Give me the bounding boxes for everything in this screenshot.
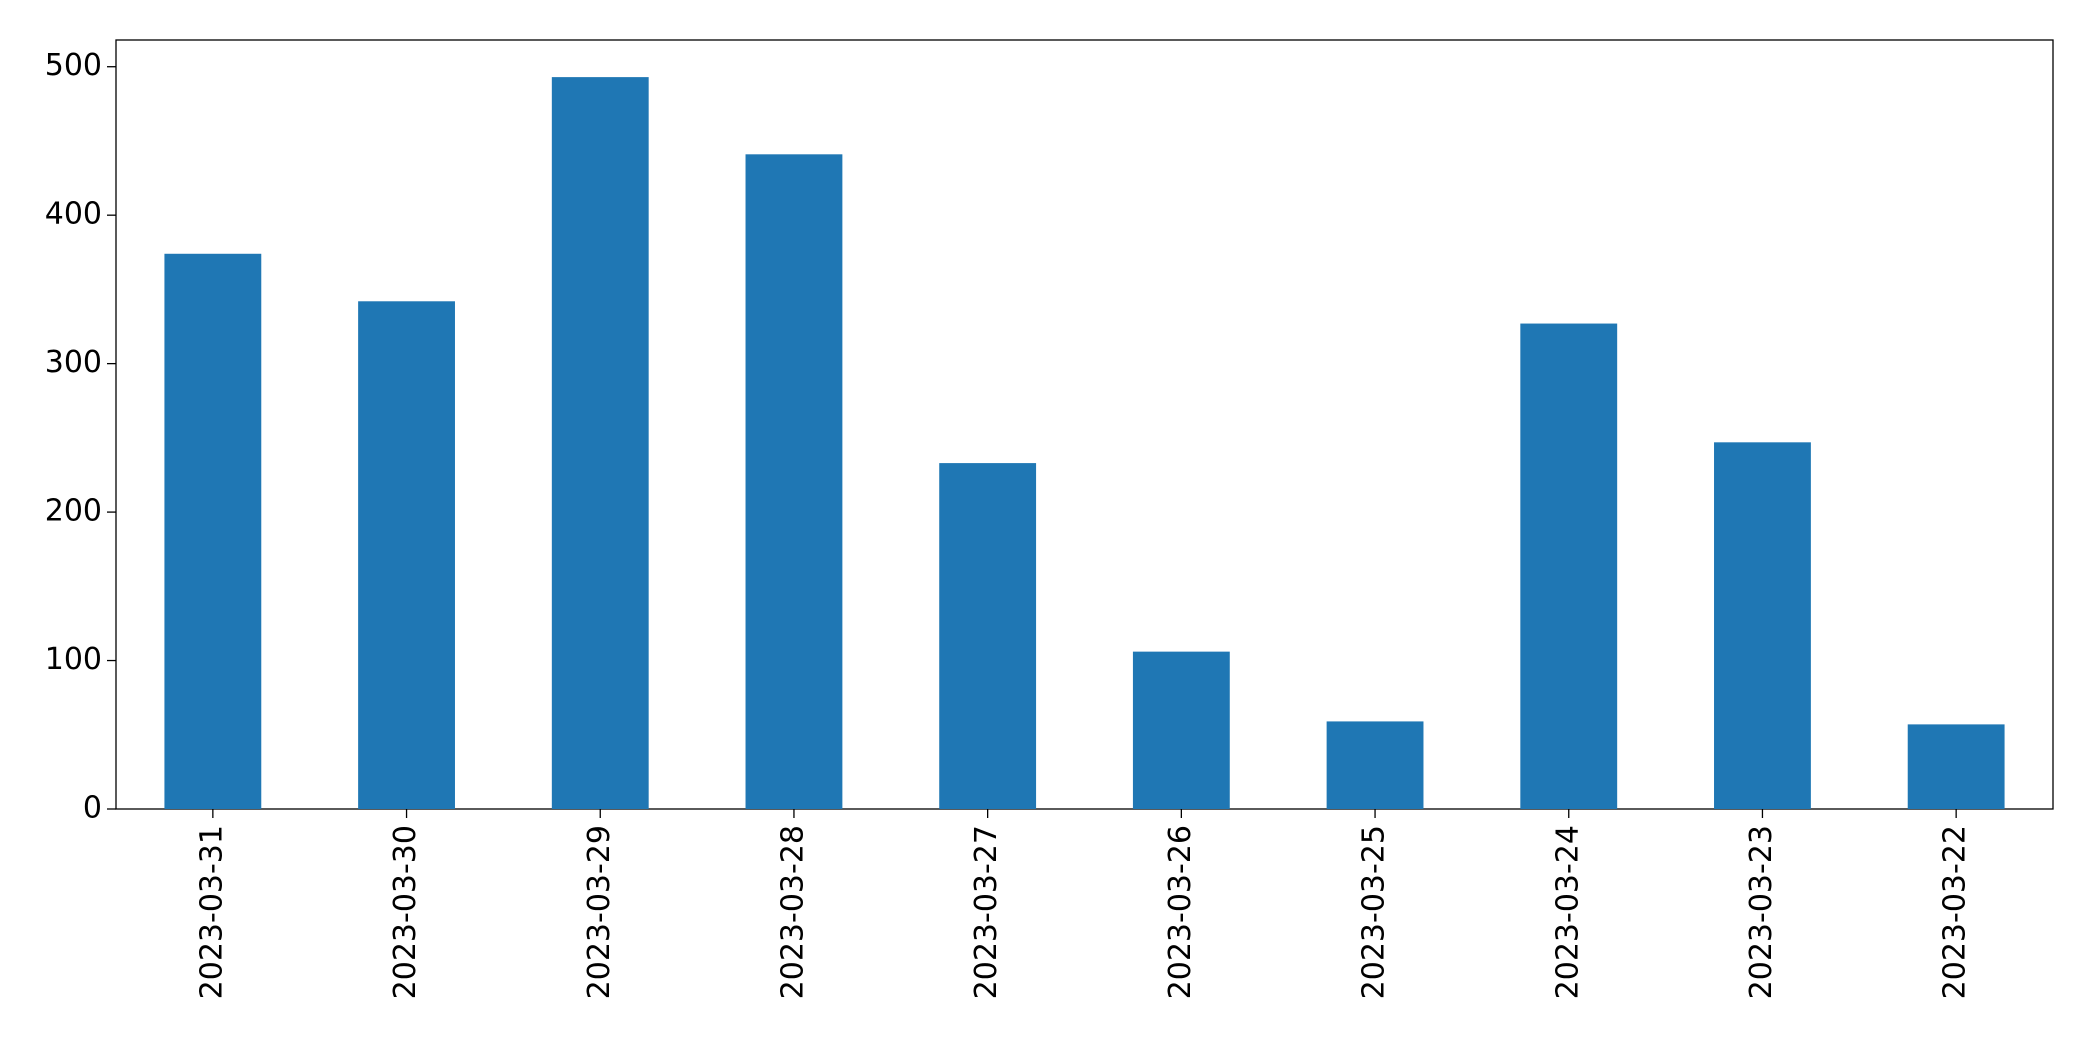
x-tick-label: 2023-03-25 [1357,825,1392,999]
y-tick-label: 200 [45,494,102,529]
bar [939,463,1037,809]
x-tick-label: 2023-03-31 [194,825,229,999]
bar [164,253,262,809]
bar [1520,323,1618,809]
y-tick-label: 400 [45,197,102,232]
y-tick-label: 500 [45,48,102,83]
bar [1714,442,1811,809]
x-tick-label: 2023-03-23 [1744,825,1779,999]
x-tick-label: 2023-03-30 [388,825,423,999]
x-tick-label: 2023-03-24 [1550,825,1585,999]
bar [1326,721,1424,809]
y-tick-label: 0 [83,791,102,826]
x-tick-label: 2023-03-27 [969,825,1004,999]
bar [745,154,843,810]
x-tick-label: 2023-03-29 [582,825,617,999]
x-tick-label: 2023-03-22 [1938,825,1973,999]
y-tick-label: 100 [45,642,102,677]
y-tick-label: 300 [45,345,102,380]
bar [1907,724,2005,809]
bar [551,77,649,810]
x-tick-label: 2023-03-28 [775,825,810,999]
plot-frame [115,39,2054,810]
bar [1132,651,1230,809]
x-tick-label: 2023-03-26 [1163,825,1198,999]
bar [358,301,455,809]
